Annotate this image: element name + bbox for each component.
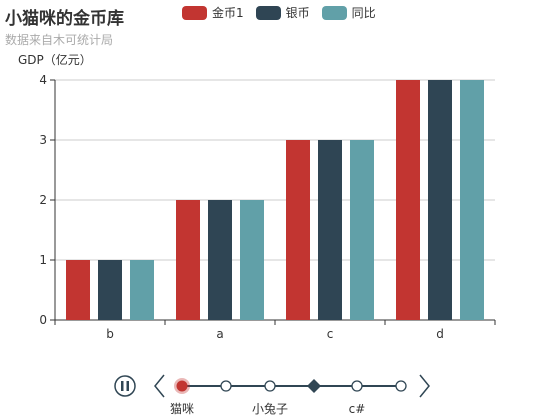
x-tick-label: a	[216, 327, 223, 341]
y-tick-label: 2	[39, 193, 47, 207]
bar[interactable]	[460, 80, 484, 320]
bar[interactable]	[130, 260, 154, 320]
timeline-current-marker[interactable]	[307, 379, 321, 393]
bar[interactable]	[350, 140, 374, 320]
timeline-node[interactable]	[395, 380, 407, 392]
legend-swatch-series-2	[255, 5, 281, 20]
timeline-node[interactable]	[220, 380, 232, 392]
pause-bar	[121, 381, 124, 391]
timeline-label: 小兔子	[252, 401, 288, 416]
bar[interactable]	[286, 140, 310, 320]
timeline: 猫咪 小兔子 c#	[114, 374, 430, 416]
legend-item-series-1[interactable]: 金币1	[182, 4, 244, 21]
x-tick-label: d	[436, 327, 444, 341]
legend-label-series-2: 银币	[285, 6, 310, 20]
legend-swatch-series-3	[321, 5, 347, 20]
y-tick-label: 1	[39, 253, 47, 267]
bar[interactable]	[176, 200, 200, 320]
next-chevron-icon[interactable]	[419, 374, 430, 398]
legend-label-series-1: 金币1	[212, 6, 244, 20]
bar[interactable]	[240, 200, 264, 320]
chart-subtitle: 数据来自木可统计局	[5, 33, 114, 47]
prev-chevron-icon[interactable]	[154, 374, 165, 398]
legend-label-series-3: 同比	[351, 6, 376, 20]
bars	[66, 80, 484, 320]
pause-icon	[114, 375, 136, 397]
timeline-label: 猫咪	[170, 402, 194, 416]
y-tick-label: 4	[39, 73, 47, 87]
timeline-label: c#	[349, 402, 366, 416]
timeline-node[interactable]	[176, 380, 188, 392]
y-tick-label: 0	[39, 313, 47, 327]
bar[interactable]	[208, 200, 232, 320]
y-axis-label: GDP（亿元）	[18, 53, 92, 67]
bar[interactable]	[428, 80, 452, 320]
bar[interactable]	[396, 80, 420, 320]
y-tick-label: 3	[39, 133, 47, 147]
bar[interactable]	[98, 260, 122, 320]
pause-bar	[126, 381, 129, 391]
chart-title: 小猫咪的金币库	[5, 9, 124, 29]
bar[interactable]	[66, 260, 90, 320]
timeline-node[interactable]	[351, 380, 363, 392]
legend-item-series-2[interactable]: 银币	[255, 4, 310, 21]
bar[interactable]	[318, 140, 342, 320]
axes: 0 1 2 3 4 b a c d	[39, 73, 496, 341]
timeline-node[interactable]	[264, 380, 276, 392]
legend-swatch-series-1	[182, 5, 207, 20]
legend-item-series-3[interactable]: 同比	[321, 4, 376, 21]
legend: 金币1 银币 同比	[182, 4, 376, 21]
x-tick-label: b	[106, 327, 114, 341]
grid-lines	[55, 79, 495, 261]
play-pause-button[interactable]	[114, 375, 136, 397]
x-tick-label: c	[327, 327, 334, 341]
